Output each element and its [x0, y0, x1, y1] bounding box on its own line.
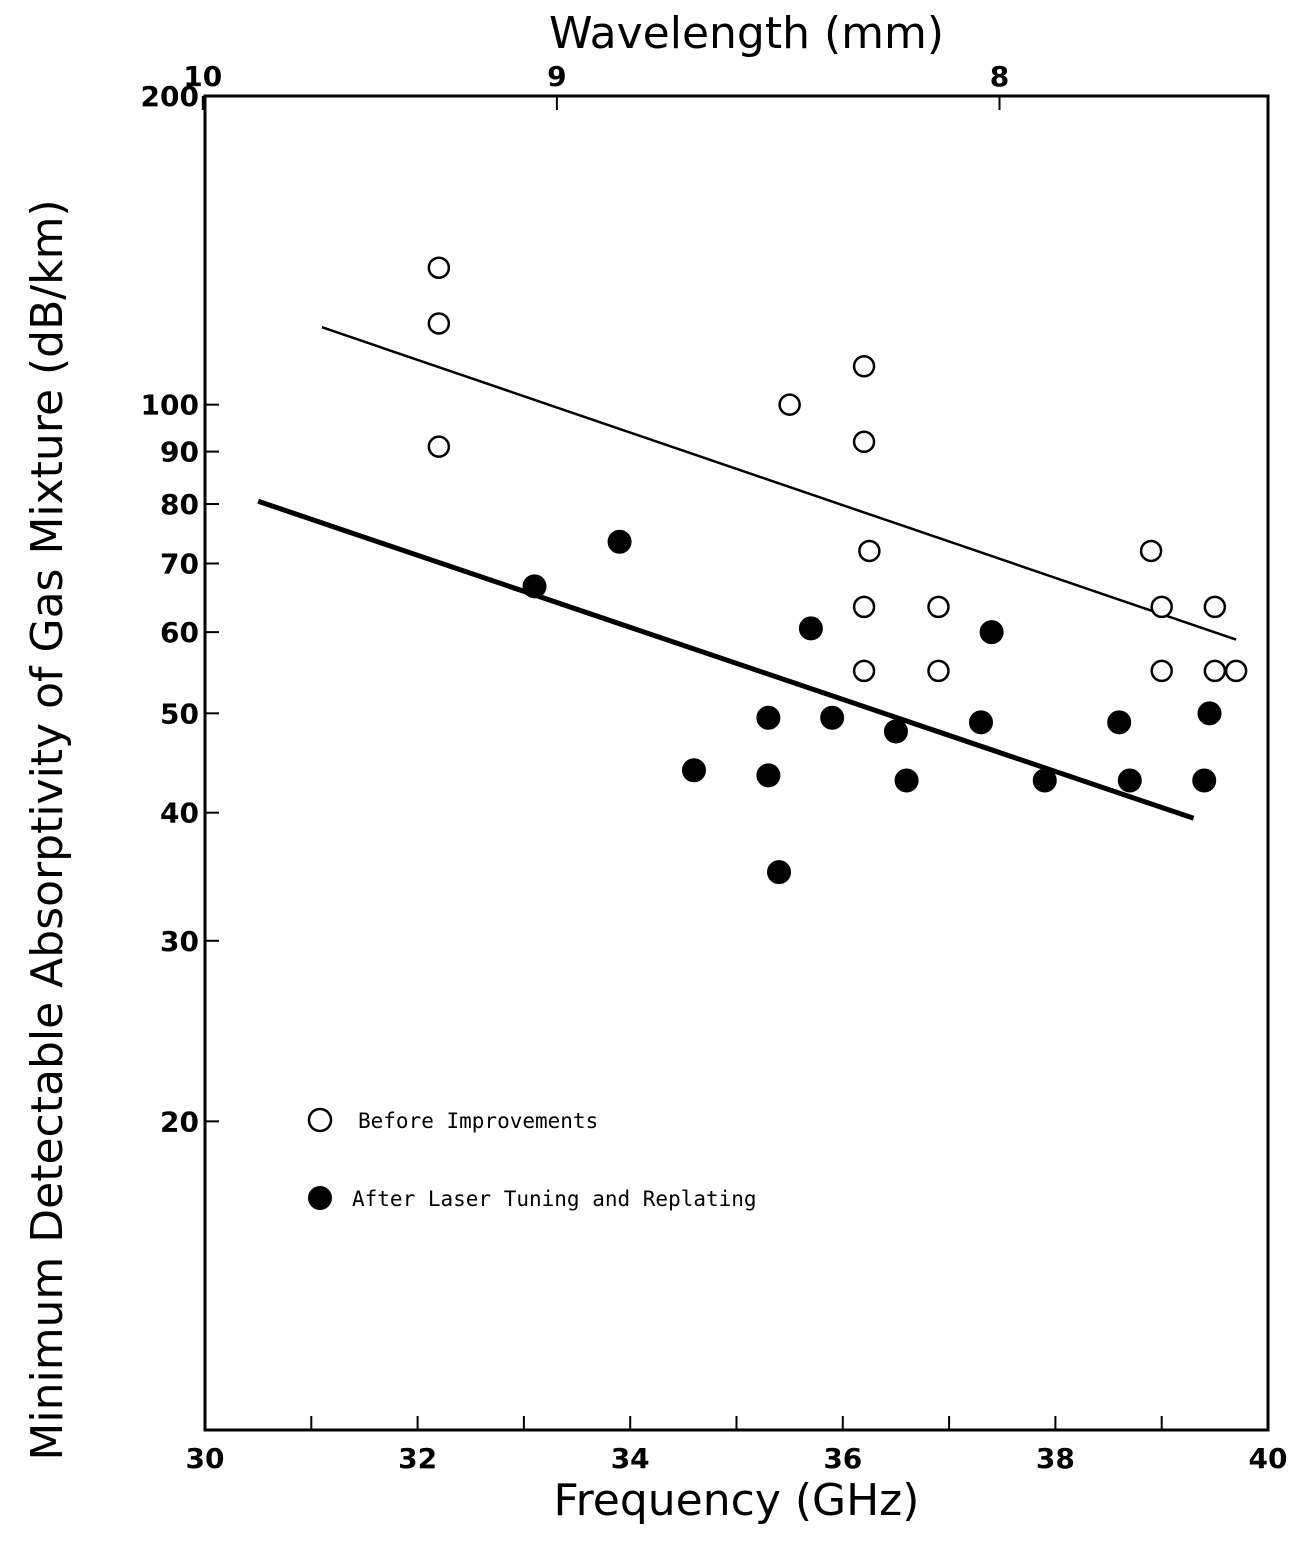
point-after [894, 768, 919, 793]
y-tick-label: 50 [160, 697, 199, 730]
x-tick-label: 40 [1249, 1442, 1288, 1475]
x-tick-label: 34 [611, 1442, 650, 1475]
top-axis-ticks: 10 9 8 [183, 60, 1009, 110]
point-before [427, 256, 451, 279]
data-points [427, 256, 1248, 885]
y-tick-label: 90 [160, 436, 199, 469]
x-axis-title: Frequency (GHz) [554, 1475, 920, 1526]
point-before [427, 312, 451, 335]
x-tick-label: 30 [186, 1442, 225, 1475]
point-before [852, 355, 876, 378]
y-tick-label: 100 [141, 389, 199, 422]
point-before [927, 659, 950, 683]
point-after [798, 616, 823, 641]
point-before [852, 430, 876, 454]
y-tick-label: 80 [160, 488, 199, 521]
top-tick-label: 8 [990, 60, 1009, 93]
fit-line-before [321, 326, 1237, 641]
point-after [522, 574, 547, 599]
x-tick-label: 38 [1036, 1442, 1075, 1475]
legend-marker-after [308, 1186, 332, 1210]
legend-marker-before [307, 1107, 333, 1133]
x-axis-ticks: 30 32 34 36 38 40 [186, 1416, 1288, 1475]
y-axis-ticks: 200 100 90 80 70 60 50 40 30 20 [141, 80, 219, 1138]
point-before [927, 595, 950, 619]
point-before [1150, 659, 1173, 683]
legend-label-after: After Laser Tuning and Replating [352, 1187, 757, 1211]
fit-lines [257, 326, 1237, 821]
point-before [427, 435, 451, 458]
point-after [820, 705, 845, 730]
point-after [1117, 768, 1142, 793]
plot-frame [203, 94, 1270, 1432]
legend-label-before: Before Improvements [358, 1109, 598, 1133]
y-axis-title: Minimum Detectable Absorptivity of Gas M… [22, 199, 73, 1460]
point-after [681, 758, 706, 783]
point-after [1192, 768, 1217, 793]
point-before [1150, 595, 1173, 619]
y-tick-label: 70 [160, 547, 199, 580]
x-tick-label: 32 [398, 1442, 437, 1475]
y-tick-label: 200 [141, 80, 199, 113]
point-before [1139, 539, 1163, 563]
point-before [858, 539, 881, 563]
fit-line-after [257, 498, 1195, 821]
point-after [607, 529, 632, 554]
point-after [767, 860, 792, 885]
point-before [852, 659, 876, 683]
point-after [979, 620, 1004, 645]
point-after [1032, 768, 1057, 793]
point-before [1203, 659, 1227, 683]
point-after [968, 710, 993, 735]
legend: Before Improvements After Laser Tuning a… [307, 1107, 757, 1211]
top-tick-label: 9 [547, 60, 566, 93]
point-after [756, 763, 781, 788]
point-before [1224, 659, 1248, 683]
point-after [1107, 710, 1132, 735]
x-tick-label: 36 [823, 1442, 862, 1475]
point-after [883, 719, 908, 744]
point-before [778, 393, 801, 416]
top-tick-label: 10 [183, 60, 222, 93]
point-before [852, 595, 876, 619]
point-before [1203, 595, 1227, 619]
y-tick-label: 40 [160, 797, 199, 830]
top-axis-title: Wavelength (mm) [549, 8, 944, 59]
point-after [756, 705, 781, 730]
point-after [1197, 701, 1222, 726]
y-tick-label: 20 [160, 1105, 199, 1138]
y-tick-label: 30 [160, 925, 199, 958]
y-tick-label: 60 [160, 616, 199, 649]
